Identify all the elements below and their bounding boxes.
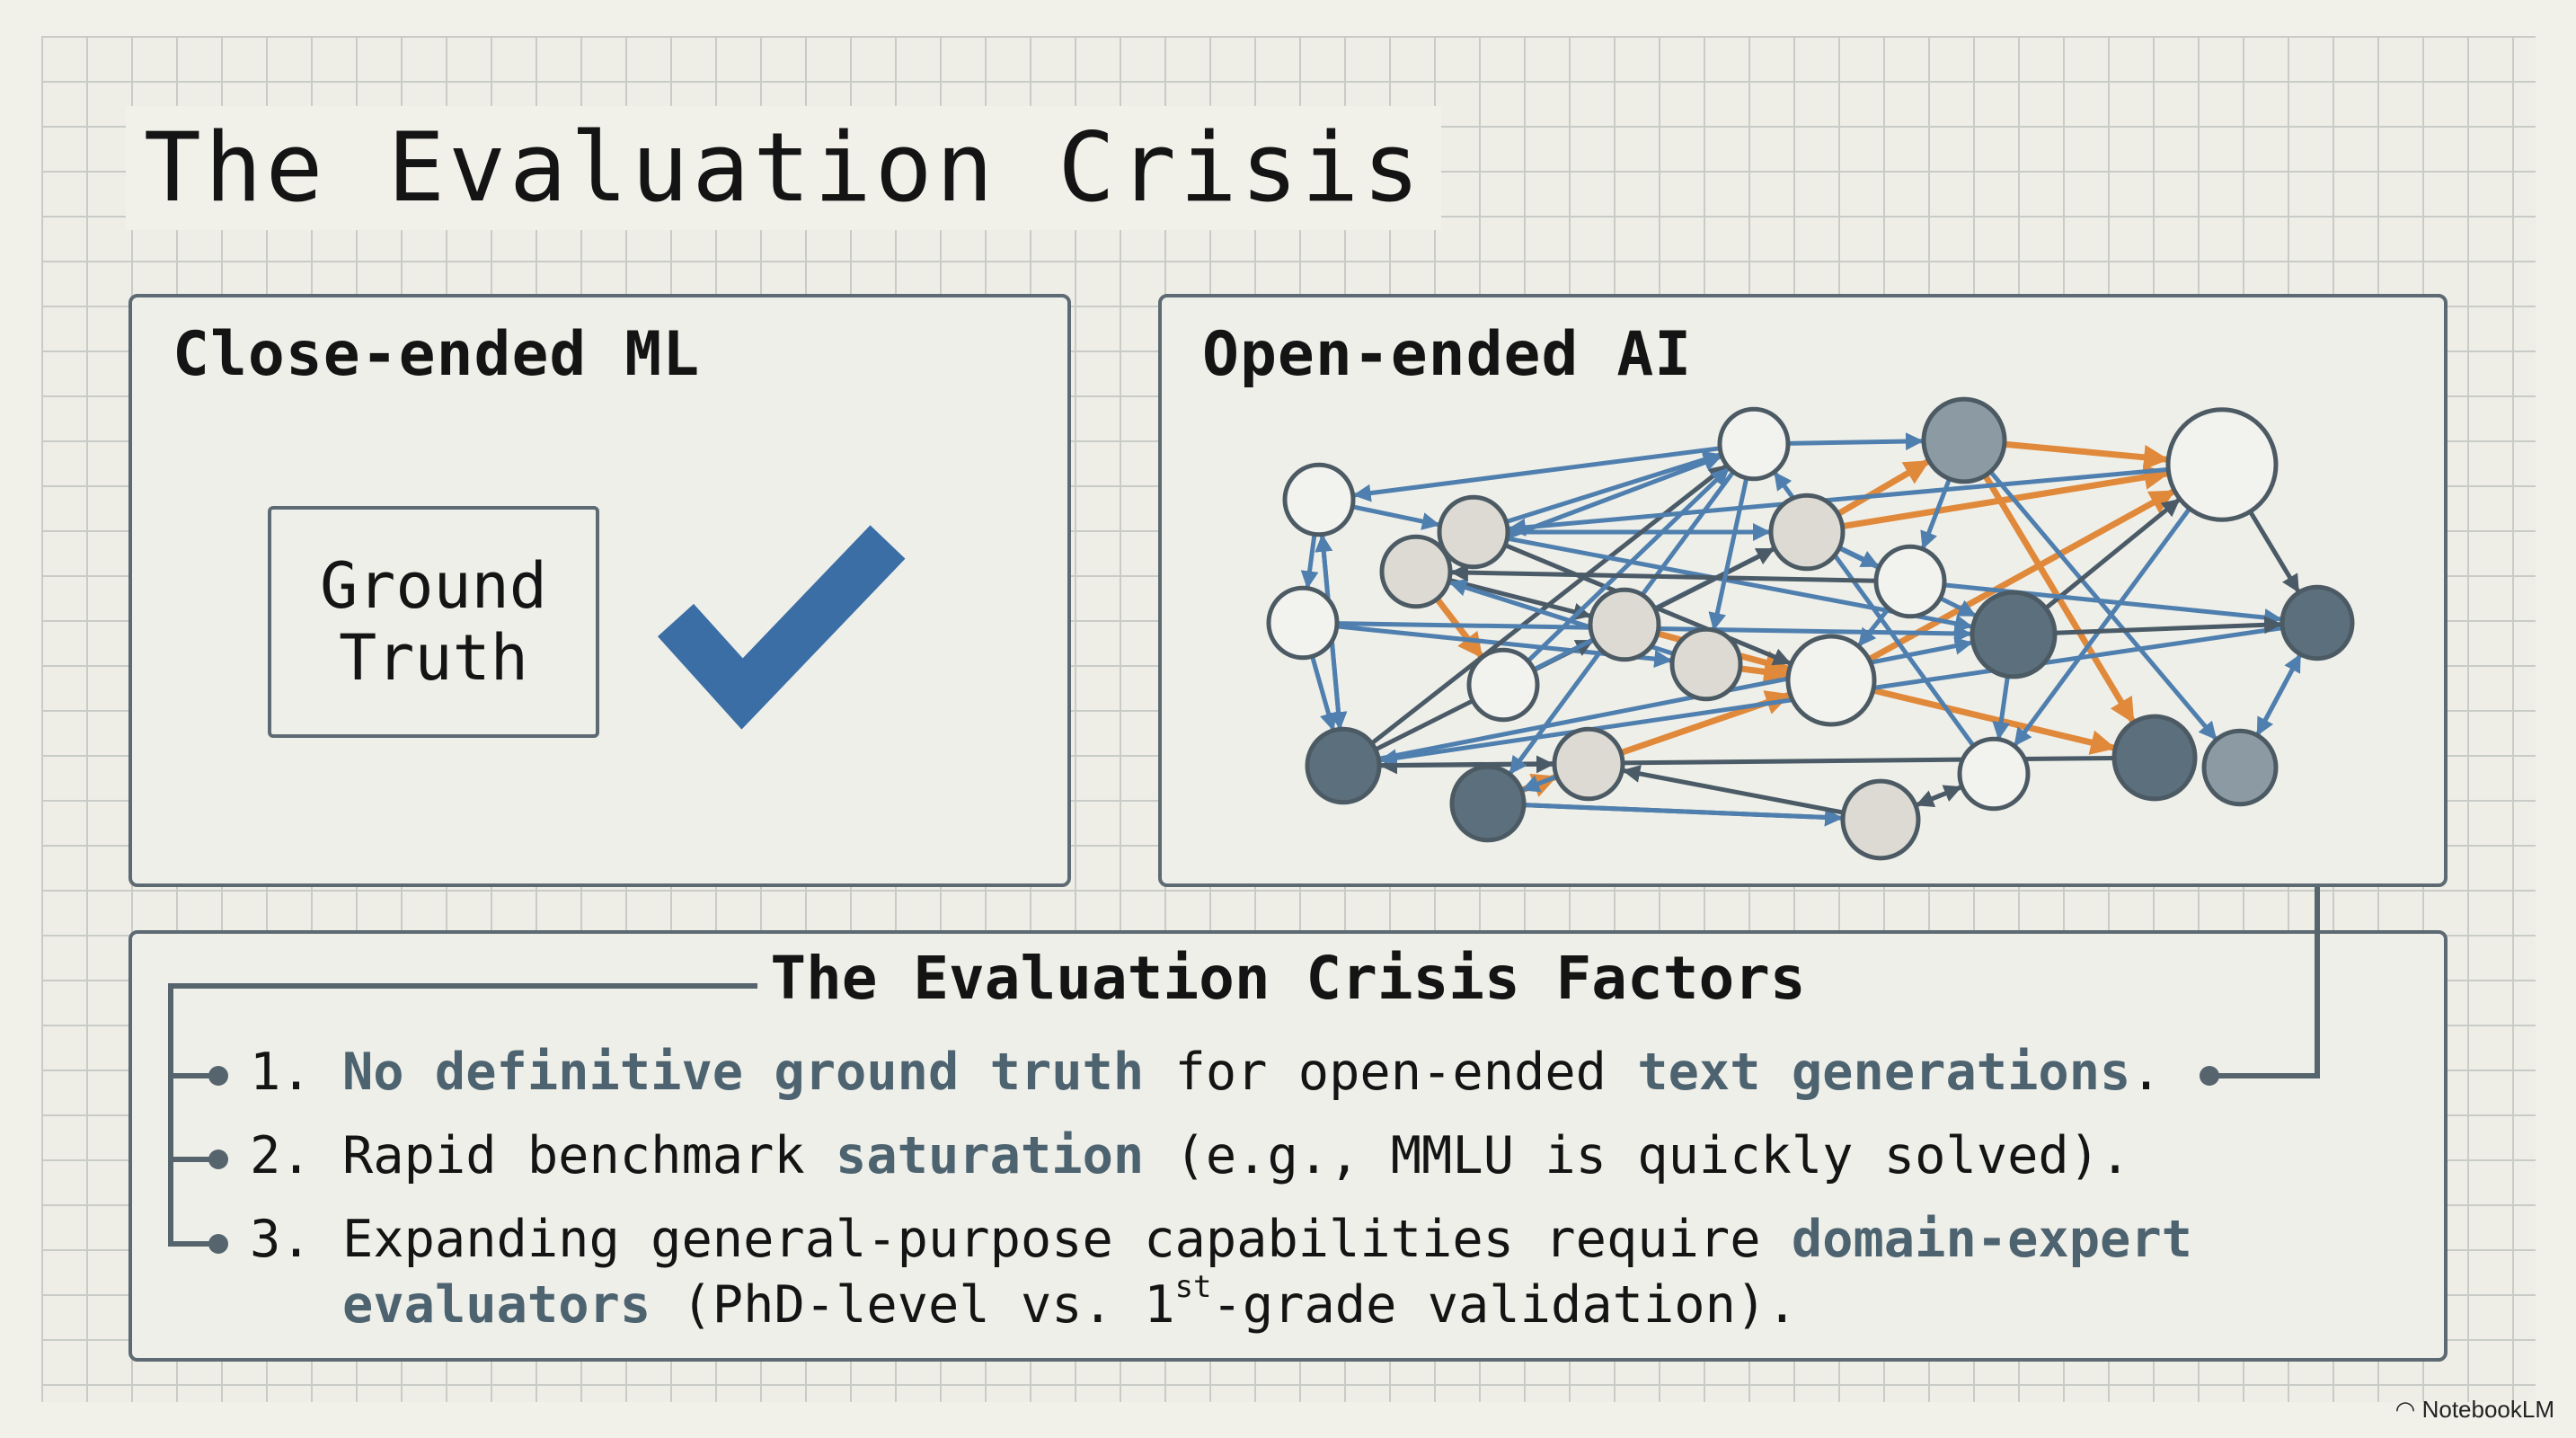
graph-node <box>1840 778 1921 861</box>
graph-edge <box>1920 477 1952 550</box>
ground-truth-box: Ground Truth <box>268 506 599 738</box>
graph-edge <box>2054 616 2283 635</box>
graph-node <box>2111 714 2198 802</box>
graph-node <box>1466 647 1540 723</box>
graph-edge <box>1352 446 1721 502</box>
graph-edge <box>2255 652 2303 736</box>
graph-edge <box>1992 675 2011 741</box>
graph-edge <box>1523 803 1844 827</box>
graph-edge <box>1449 564 1877 583</box>
highlight-text: text generations <box>1637 1043 2131 1102</box>
graph-edge <box>1351 504 1440 530</box>
graph-node <box>2165 407 2279 522</box>
graph-edge <box>1838 546 1880 568</box>
item-text: -grade validation). <box>1211 1275 1798 1335</box>
connector-dot <box>2200 1066 2219 1086</box>
highlight-text: domain-expert <box>1791 1210 2192 1269</box>
graph-edge <box>2013 506 2192 747</box>
graph-edge <box>1505 450 1722 524</box>
factor-item: 3. Expanding general-purpose capabilitie… <box>250 1210 2192 1269</box>
factor-item-continued: evaluators (PhD-level vs. 1st-grade vali… <box>342 1272 1798 1335</box>
graph-node <box>1768 493 1846 572</box>
graph-node <box>1282 462 1356 537</box>
graph-edge <box>1300 533 1319 590</box>
graph-node <box>1921 396 2007 484</box>
page-title: The Evaluation Crisis <box>126 106 1442 230</box>
notebooklm-watermark: ◠ NotebookLM <box>2395 1396 2554 1423</box>
factors-heading-text: The Evaluation Crisis Factors <box>757 944 1819 1013</box>
graph-edge <box>1836 458 1930 517</box>
close-ended-heading: Close-ended ML <box>173 319 701 390</box>
graph-node <box>2201 728 2279 807</box>
graph-edge <box>1988 469 2217 741</box>
graph-node <box>1449 764 1527 843</box>
graph-edge <box>1857 607 1891 647</box>
graph-edge <box>2044 498 2181 610</box>
graph-edge <box>1622 765 1845 815</box>
graph-edge <box>1787 432 1925 451</box>
graph-edge <box>1448 577 1592 621</box>
graph-node <box>1970 590 2058 679</box>
ground-truth-line2: Truth <box>339 621 528 695</box>
watermark-text: NotebookLM <box>2421 1396 2554 1423</box>
bullet-dot <box>208 1150 228 1169</box>
graph-edge <box>1943 582 2283 626</box>
factor-item: 1. No definitive ground truth for open-e… <box>250 1043 2162 1102</box>
item-number: 1. <box>250 1043 342 1102</box>
open-ended-heading: Open-ended AI <box>1202 319 1693 390</box>
graph-edge <box>1841 465 2170 530</box>
graph-node <box>1379 534 1453 609</box>
item-text: (PhD-level vs. 1 <box>651 1275 1175 1335</box>
item-text: for open-ended <box>1144 1043 1638 1102</box>
graph-edge <box>2004 440 2170 470</box>
graph-edge <box>1521 774 1558 793</box>
item-number: 3. <box>250 1210 342 1269</box>
item-text: . <box>2130 1043 2162 1102</box>
graph-node <box>2279 584 2355 661</box>
factor-item: 2. Rapid benchmark saturation (e.g., MML… <box>250 1126 2130 1185</box>
graph-node <box>1305 726 1382 805</box>
graph-node <box>1552 726 1625 802</box>
graph-node <box>1717 406 1791 482</box>
graph-node <box>1785 634 1877 727</box>
bullet-dot <box>208 1066 228 1086</box>
item-number: 2. <box>250 1126 342 1185</box>
graph-node <box>1669 626 1743 702</box>
highlight-text: saturation <box>836 1126 1145 1185</box>
superscript: st <box>1174 1269 1212 1305</box>
bullet-dot <box>208 1234 228 1254</box>
item-text: (e.g., MMLU is quickly solved). <box>1144 1126 2131 1185</box>
graph-node <box>1957 736 2031 812</box>
item-text: Expanding general-purpose capabilities r… <box>341 1210 1792 1269</box>
graph-node <box>1266 585 1340 661</box>
ground-truth-line1: Ground <box>320 549 547 623</box>
graph-edge <box>1915 784 1963 808</box>
graph-node <box>1437 494 1510 570</box>
factors-heading: The Evaluation Crisis Factors <box>0 944 2576 1013</box>
graph-node <box>1588 587 1661 662</box>
graph-edge <box>1872 687 2117 755</box>
graph-node <box>1873 544 1947 619</box>
graph-edge <box>1708 476 1749 631</box>
graph-edge <box>2247 510 2300 593</box>
graph-edge <box>1507 466 2169 537</box>
graph-edge <box>1739 659 1790 685</box>
item-text: Rapid benchmark <box>341 1126 837 1185</box>
highlight-text: No definitive ground truth <box>341 1043 1145 1102</box>
highlight-text: evaluators <box>342 1275 651 1335</box>
